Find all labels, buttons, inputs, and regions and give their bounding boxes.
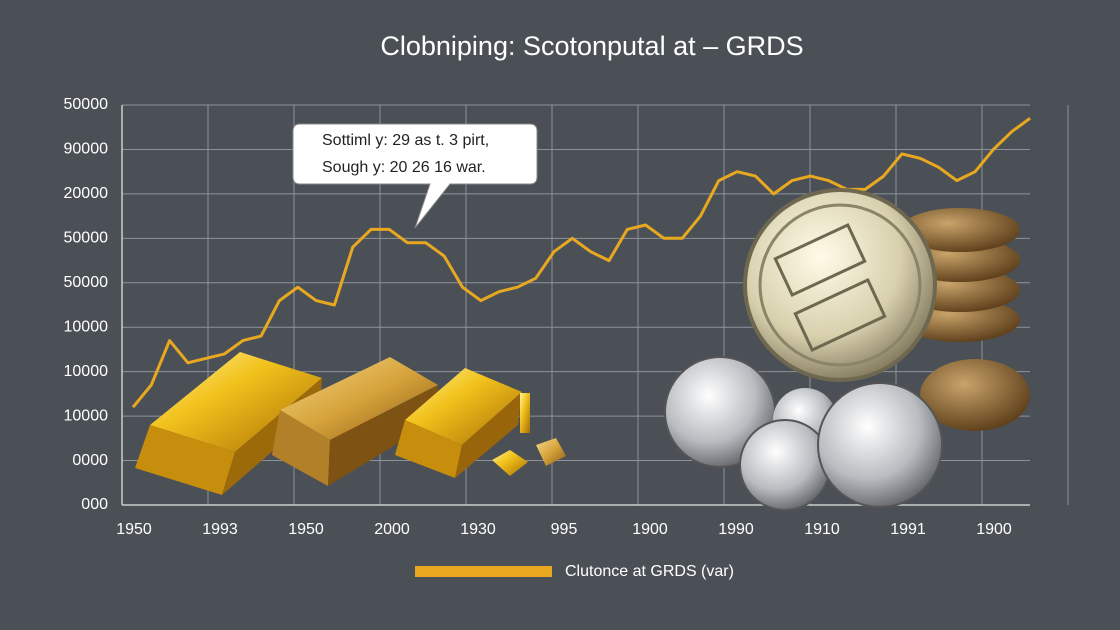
plot-area: 0000000100001000010000500005000020000900… bbox=[64, 96, 1069, 538]
chart-title: Clobniping: Scotonputal at – GRDS bbox=[380, 31, 803, 61]
annotation: Sough y: 20 26 16 war. bbox=[322, 159, 486, 176]
x-tick-label: 1950 bbox=[116, 521, 152, 538]
x-tick-label: 1900 bbox=[632, 521, 668, 538]
y-tick-label: 0000 bbox=[72, 452, 108, 469]
callout: Sottiml y: 29 as t. 3 pirt, Sough y: 20 … bbox=[292, 123, 538, 229]
y-tick-label: 50000 bbox=[64, 274, 109, 291]
x-tick-label: 1910 bbox=[804, 521, 840, 538]
y-tick-label: 10000 bbox=[64, 363, 109, 380]
x-tick-label: 995 bbox=[551, 521, 578, 538]
y-tick-label: 50000 bbox=[64, 96, 109, 113]
y-tick-label: 000 bbox=[81, 496, 108, 513]
legend-label: Clutonce at GRDS (var) bbox=[565, 563, 734, 580]
gold-bars bbox=[135, 352, 566, 495]
coins bbox=[664, 188, 1030, 511]
annotation: Sottiml y: 29 as t. 3 pirt, bbox=[322, 132, 489, 149]
x-tick-label: 1900 bbox=[976, 521, 1012, 538]
legend-swatch bbox=[415, 566, 552, 577]
x-tick-label: 1930 bbox=[460, 521, 496, 538]
x-tick-label: 1950 bbox=[288, 521, 324, 538]
data-line bbox=[131, 117, 1031, 409]
x-tick-label: 2000 bbox=[374, 521, 410, 538]
y-tick-label: 90000 bbox=[64, 141, 109, 158]
y-tick-label: 50000 bbox=[64, 230, 109, 247]
y-tick-label: 10000 bbox=[64, 318, 109, 335]
legend: Clutonce at GRDS (var) bbox=[415, 563, 734, 580]
y-tick-label: 10000 bbox=[64, 407, 109, 424]
y-tick-label: 20000 bbox=[64, 185, 109, 202]
x-tick-label: 1990 bbox=[718, 521, 754, 538]
x-tick-label: 1993 bbox=[202, 521, 238, 538]
x-tick-label: 1991 bbox=[890, 521, 926, 538]
